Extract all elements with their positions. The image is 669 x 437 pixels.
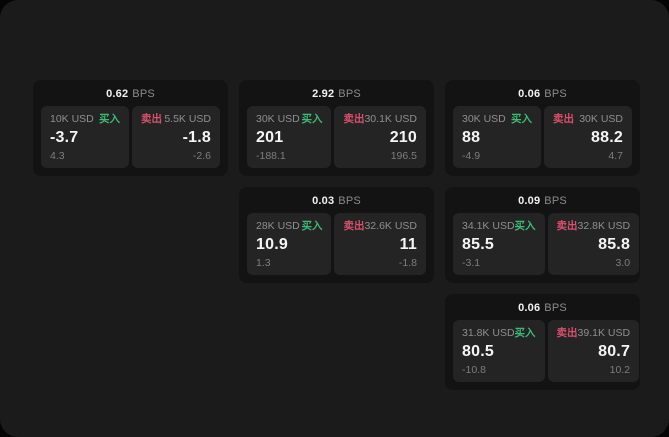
sell-side-label: 卖出	[343, 220, 365, 232]
buy-delta: 4.3	[50, 150, 65, 162]
spread-unit: BPS	[338, 88, 361, 100]
sell-quote-panel[interactable]: 卖出 30.1K USD 210 196.5	[334, 106, 426, 168]
sell-quote-panel[interactable]: 卖出 32.8K USD 85.8 3.0	[547, 213, 640, 275]
buy-amount: 10K USD	[50, 113, 94, 125]
sell-side-label: 卖出	[343, 113, 365, 125]
buy-price: 85.5	[462, 236, 494, 253]
spread-unit: BPS	[544, 195, 567, 207]
sell-amount: 32.6K USD	[364, 220, 417, 232]
buy-amount: 28K USD	[256, 220, 300, 232]
sell-delta: 3.0	[615, 257, 631, 269]
sell-side-label: 卖出	[556, 327, 578, 339]
buy-price: -3.7	[50, 129, 79, 146]
sell-price: 80.7	[598, 343, 631, 360]
quote-card[interactable]: 0.62 BPS 10K USD 买入 -3.7 4.3 卖出 5.5K USD	[33, 80, 228, 176]
sell-delta: 10.2	[609, 364, 631, 376]
spread-value: 0.62	[106, 88, 129, 100]
quote-card[interactable]: 2.92 BPS 30K USD 买入 201 -188.1 卖出 30.1K U…	[239, 80, 434, 176]
sell-delta: -1.8	[398, 257, 417, 269]
quote-card[interactable]: 0.09 BPS 34.1K USD 买入 85.5 -3.1 卖出 32.8K …	[445, 187, 640, 283]
spread-unit: BPS	[544, 302, 567, 314]
spread-header: 0.09 BPS	[453, 194, 632, 208]
buy-amount: 30K USD	[462, 113, 506, 125]
quote-card[interactable]: 0.03 BPS 28K USD 买入 10.9 1.3 卖出 32.6K USD	[239, 187, 434, 283]
sell-side-label: 卖出	[556, 220, 578, 232]
sell-amount: 39.1K USD	[577, 327, 631, 339]
spread-header: 0.62 BPS	[41, 87, 220, 101]
buy-delta: 1.3	[256, 257, 271, 269]
sell-amount: 32.8K USD	[577, 220, 631, 232]
spread-value: 0.09	[518, 195, 541, 207]
buy-price: 201	[256, 129, 284, 146]
spread-unit: BPS	[544, 88, 567, 100]
sell-side-label: 卖出	[141, 113, 162, 125]
quote-card[interactable]: 0.06 BPS 30K USD 买入 88 -4.9 卖出 30K USD	[445, 80, 640, 176]
spread-value: 0.06	[518, 88, 541, 100]
buy-amount: 30K USD	[256, 113, 300, 125]
buy-delta: -3.1	[462, 257, 481, 269]
buy-quote-panel[interactable]: 28K USD 买入 10.9 1.3	[247, 213, 332, 275]
sell-price: -1.8	[182, 129, 211, 146]
spread-value: 0.06	[518, 302, 541, 314]
buy-price: 10.9	[256, 236, 288, 253]
spread-header: 0.06 BPS	[453, 301, 632, 315]
buy-price: 80.5	[462, 343, 494, 360]
buy-side-label: 买入	[301, 113, 323, 125]
sell-price: 85.8	[598, 236, 631, 253]
buy-side-label: 买入	[99, 113, 120, 125]
buy-price: 88	[462, 129, 481, 146]
buy-amount: 34.1K USD	[462, 220, 515, 232]
sell-quote-panel[interactable]: 卖出 32.6K USD 11 -1.8	[334, 213, 426, 275]
buy-delta: -188.1	[256, 150, 286, 162]
buy-side-label: 买入	[514, 220, 536, 232]
spread-header: 2.92 BPS	[247, 87, 426, 101]
spread-unit: BPS	[132, 88, 155, 100]
spread-unit: BPS	[338, 195, 361, 207]
spread-value: 0.03	[312, 195, 335, 207]
spread-header: 0.06 BPS	[453, 87, 632, 101]
sell-delta: 196.5	[390, 150, 417, 162]
spread-header: 0.03 BPS	[247, 194, 426, 208]
sell-price: 88.2	[591, 129, 623, 146]
sell-quote-panel[interactable]: 卖出 30K USD 88.2 4.7	[544, 106, 632, 168]
sell-delta: -2.6	[192, 150, 211, 162]
sell-side-label: 卖出	[553, 113, 574, 125]
sell-delta: 4.7	[608, 150, 623, 162]
buy-amount: 31.8K USD	[462, 327, 515, 339]
sell-quote-panel[interactable]: 卖出 5.5K USD -1.8 -2.6	[132, 106, 220, 168]
sell-amount: 5.5K USD	[164, 113, 211, 125]
sell-price: 11	[399, 236, 417, 253]
quote-card[interactable]: 0.06 BPS 31.8K USD 买入 80.5 -10.8 卖出 39.1K…	[445, 294, 640, 390]
buy-side-label: 买入	[301, 220, 323, 232]
sell-price: 210	[389, 129, 417, 146]
quote-card-grid: 0.62 BPS 10K USD 买入 -3.7 4.3 卖出 5.5K USD	[33, 80, 640, 390]
sell-amount: 30.1K USD	[364, 113, 417, 125]
buy-quote-panel[interactable]: 34.1K USD 买入 85.5 -3.1	[453, 213, 545, 275]
spread-value: 2.92	[312, 88, 335, 100]
buy-quote-panel[interactable]: 10K USD 买入 -3.7 4.3	[41, 106, 129, 168]
buy-delta: -10.8	[462, 364, 486, 376]
buy-delta: -4.9	[462, 150, 481, 162]
buy-side-label: 买入	[514, 327, 536, 339]
sell-amount: 30K USD	[579, 113, 623, 125]
buy-side-label: 买入	[511, 113, 532, 125]
buy-quote-panel[interactable]: 30K USD 买入 88 -4.9	[453, 106, 541, 168]
buy-quote-panel[interactable]: 31.8K USD 买入 80.5 -10.8	[453, 320, 545, 382]
sell-quote-panel[interactable]: 卖出 39.1K USD 80.7 10.2	[547, 320, 640, 382]
buy-quote-panel[interactable]: 30K USD 买入 201 -188.1	[247, 106, 332, 168]
